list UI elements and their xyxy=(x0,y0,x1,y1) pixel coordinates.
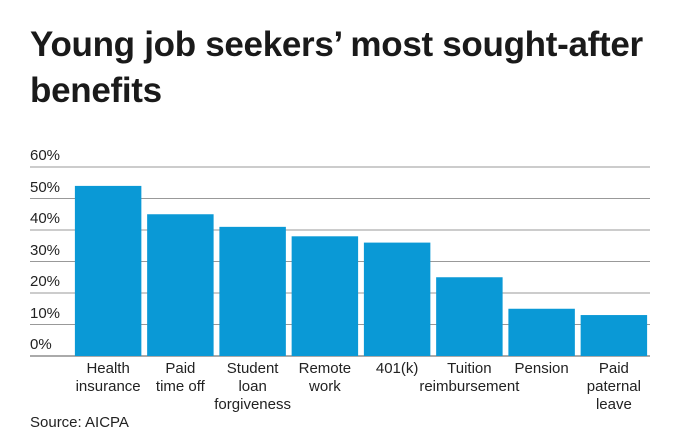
bar xyxy=(291,236,359,356)
bar xyxy=(580,315,648,356)
y-tick-label: 60% xyxy=(30,147,61,164)
y-tick-label: 10% xyxy=(30,304,61,322)
x-tick-label: Health insurance xyxy=(75,360,141,395)
bar xyxy=(147,214,214,356)
x-tick-label: Student loan forgiveness xyxy=(214,360,291,413)
x-tick-label: Paid paternal leave xyxy=(586,360,641,413)
bar xyxy=(219,226,286,356)
bar xyxy=(363,242,431,356)
y-tick-label: 20% xyxy=(30,273,61,290)
x-tick-label: 401(k) xyxy=(375,360,419,377)
x-tick-label: Remote work xyxy=(298,360,352,395)
y-tick-label: 30% xyxy=(30,241,61,259)
y-tick-label: 0% xyxy=(30,336,52,353)
bar xyxy=(436,277,503,356)
x-tick-label: Pension xyxy=(514,360,569,377)
x-tick-label: Paid time off xyxy=(155,360,205,395)
y-tick-label: 40% xyxy=(30,210,61,227)
chart-title: Young job seekers’ most sought-after ben… xyxy=(30,25,643,110)
source: Source: AICPA xyxy=(30,414,129,431)
x-tick-label: Tuition reimbursement xyxy=(419,360,520,395)
bar xyxy=(508,308,575,356)
bar xyxy=(74,185,142,356)
y-tick-label: 50% xyxy=(30,178,61,196)
